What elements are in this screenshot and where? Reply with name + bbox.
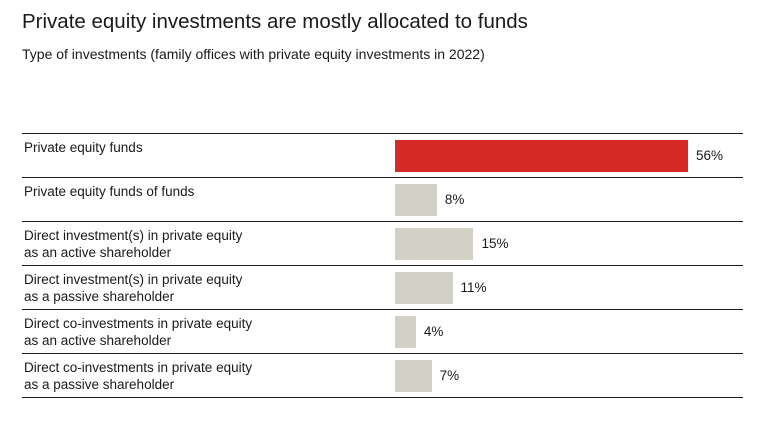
value-label: 7%: [439, 368, 460, 383]
value-label: 4%: [423, 324, 444, 339]
category-label: Direct investment(s) in private equity a…: [24, 272, 243, 304]
chart-subtitle: Type of investments (family offices with…: [22, 46, 485, 62]
chart-row: Direct co-investments in private equity …: [22, 309, 743, 353]
value-label: 56%: [696, 148, 724, 163]
category-label: Direct investment(s) in private equity a…: [24, 228, 243, 260]
category-label: Private equity funds: [24, 140, 143, 155]
category-label: Direct co-investments in private equity …: [24, 316, 253, 348]
chart-title: Private equity investments are mostly al…: [22, 10, 528, 33]
value-label: 8%: [444, 192, 465, 207]
bar: [395, 184, 437, 216]
chart-row: Direct co-investments in private equity …: [22, 353, 743, 398]
chart-row: Private equity funds 56%: [22, 133, 743, 177]
bar: [395, 140, 688, 172]
chart-row: Direct investment(s) in private equity a…: [22, 265, 743, 309]
bar: [395, 228, 474, 260]
value-label: 11%: [460, 280, 487, 295]
category-label: Private equity funds of funds: [24, 184, 195, 199]
value-label: 15%: [481, 236, 509, 251]
chart-row: Private equity funds of funds 8%: [22, 177, 743, 221]
bar-chart: Private equity funds 56% Private equity fu…: [22, 133, 743, 398]
bar: [395, 316, 416, 348]
chart-row: Direct investment(s) in private equity a…: [22, 221, 743, 265]
bar: [395, 272, 453, 304]
bar: [395, 360, 432, 392]
category-label: Direct co-investments in private equity …: [24, 360, 253, 392]
